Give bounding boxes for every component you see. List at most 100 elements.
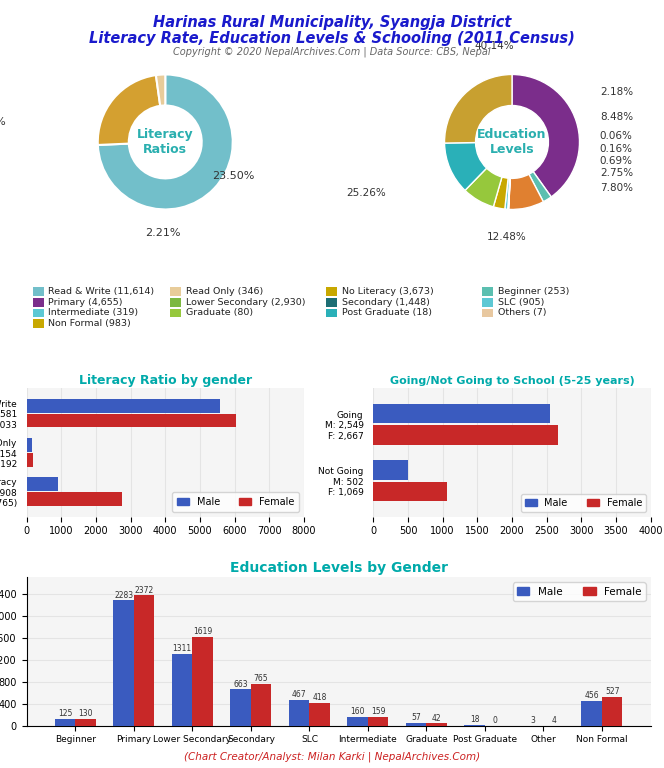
Wedge shape — [509, 178, 510, 210]
Wedge shape — [508, 178, 510, 210]
Wedge shape — [444, 74, 512, 143]
Text: Literacy
Ratios: Literacy Ratios — [137, 128, 194, 156]
Bar — [482, 309, 493, 317]
Bar — [33, 319, 44, 328]
Bar — [55, 719, 76, 726]
Text: 663: 663 — [233, 680, 248, 689]
Text: 125: 125 — [58, 709, 72, 718]
Bar — [373, 425, 558, 445]
Bar — [326, 287, 337, 296]
Text: Graduate (80): Graduate (80) — [186, 309, 253, 317]
Text: 42: 42 — [432, 713, 442, 723]
Bar — [172, 654, 193, 726]
Bar — [251, 684, 272, 726]
Title: Education Levels by Gender: Education Levels by Gender — [230, 561, 448, 574]
Text: 40.14%: 40.14% — [475, 41, 515, 51]
Bar — [76, 719, 96, 726]
Text: 0.16%: 0.16% — [600, 144, 633, 154]
Bar — [27, 399, 220, 412]
Text: SLC (905): SLC (905) — [498, 298, 544, 307]
Wedge shape — [493, 177, 508, 209]
Bar — [170, 287, 181, 296]
Bar — [582, 700, 602, 726]
Text: 2283: 2283 — [114, 591, 133, 600]
Text: Others (7): Others (7) — [498, 309, 546, 317]
Text: 4: 4 — [551, 716, 556, 725]
Bar — [326, 309, 337, 317]
Bar — [27, 439, 32, 452]
Text: 8.48%: 8.48% — [600, 112, 633, 122]
Text: 3: 3 — [531, 716, 536, 725]
Bar — [33, 287, 44, 296]
Text: 1619: 1619 — [193, 627, 212, 636]
Text: 18: 18 — [470, 715, 479, 724]
Bar — [406, 723, 426, 726]
Text: Intermediate (319): Intermediate (319) — [48, 309, 139, 317]
Text: 0: 0 — [493, 716, 497, 725]
Text: No Literacy (3,673): No Literacy (3,673) — [342, 287, 434, 296]
Text: 2.18%: 2.18% — [600, 87, 633, 97]
Text: 0.06%: 0.06% — [600, 131, 633, 141]
Bar — [193, 637, 213, 726]
Bar — [27, 492, 122, 506]
Bar — [134, 595, 154, 726]
Bar — [170, 298, 181, 307]
Text: 527: 527 — [605, 687, 620, 696]
Bar — [464, 725, 485, 726]
Bar — [33, 298, 44, 307]
Wedge shape — [465, 168, 502, 207]
Wedge shape — [509, 174, 543, 210]
Text: 2.75%: 2.75% — [600, 167, 633, 177]
Text: 159: 159 — [371, 707, 385, 717]
Text: 418: 418 — [313, 693, 327, 702]
Bar — [114, 601, 134, 726]
Wedge shape — [156, 74, 165, 106]
Bar — [170, 309, 181, 317]
Wedge shape — [529, 171, 551, 202]
Bar — [373, 460, 408, 479]
Text: Harinas Rural Municipality, Syangja District: Harinas Rural Municipality, Syangja Dist… — [153, 15, 511, 31]
Bar — [230, 690, 251, 726]
Text: 74.29%: 74.29% — [0, 117, 5, 127]
Legend: Male, Female: Male, Female — [173, 492, 299, 511]
Text: (Chart Creator/Analyst: Milan Karki | NepalArchives.Com): (Chart Creator/Analyst: Milan Karki | Ne… — [184, 751, 480, 762]
Text: Secondary (1,448): Secondary (1,448) — [342, 298, 430, 307]
Bar — [289, 700, 309, 726]
Text: Education
Levels: Education Levels — [477, 128, 546, 156]
Text: Post Graduate (18): Post Graduate (18) — [342, 309, 432, 317]
Bar — [482, 287, 493, 296]
Text: 130: 130 — [78, 709, 93, 718]
Bar — [347, 717, 368, 726]
Text: Primary (4,655): Primary (4,655) — [48, 298, 123, 307]
Text: Read Only (346): Read Only (346) — [186, 287, 263, 296]
Bar — [373, 482, 448, 502]
Text: Beginner (253): Beginner (253) — [498, 287, 569, 296]
Bar — [482, 298, 493, 307]
Text: Literacy Rate, Education Levels & Schooling (2011 Census): Literacy Rate, Education Levels & School… — [89, 31, 575, 46]
Bar — [33, 309, 44, 317]
Wedge shape — [512, 74, 580, 197]
Title: Literacy Ratio by gender: Literacy Ratio by gender — [79, 374, 252, 387]
Bar — [27, 453, 33, 467]
Bar — [27, 414, 236, 428]
Bar — [326, 298, 337, 307]
Text: 12.48%: 12.48% — [487, 232, 527, 242]
Bar — [602, 697, 622, 726]
Text: 2.21%: 2.21% — [145, 228, 181, 238]
Text: 160: 160 — [351, 707, 365, 717]
Bar — [368, 717, 388, 726]
Text: 765: 765 — [254, 674, 268, 683]
Text: Non Formal (983): Non Formal (983) — [48, 319, 131, 328]
Text: 7.80%: 7.80% — [600, 183, 633, 193]
Wedge shape — [98, 75, 160, 145]
Bar — [426, 723, 447, 726]
Text: 0.69%: 0.69% — [600, 156, 633, 166]
Legend: Male, Female: Male, Female — [513, 582, 645, 601]
Text: Lower Secondary (2,930): Lower Secondary (2,930) — [186, 298, 305, 307]
Text: 467: 467 — [292, 690, 307, 700]
Text: 2372: 2372 — [135, 586, 154, 594]
Text: 456: 456 — [584, 691, 599, 700]
Wedge shape — [98, 74, 233, 210]
Text: 1311: 1311 — [173, 644, 192, 653]
Bar — [373, 404, 550, 423]
